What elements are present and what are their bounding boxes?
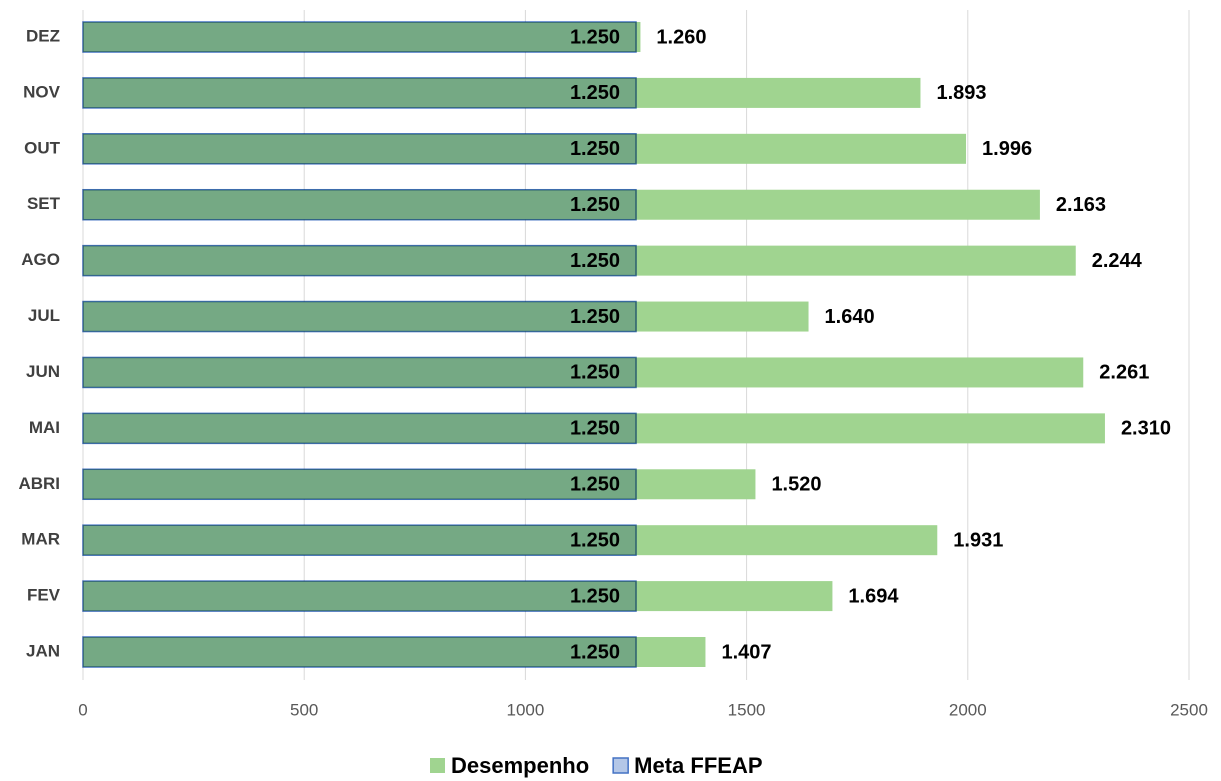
legend-swatch — [612, 757, 629, 774]
bar — [82, 468, 637, 501]
legend-label: Meta FFEAP — [634, 753, 762, 778]
data-label: 2.310 — [1121, 418, 1171, 440]
y-tick-label: DEZ — [26, 26, 60, 45]
y-tick-label: JUL — [28, 306, 60, 325]
data-label: 1.250 — [570, 138, 620, 160]
data-label: 1.250 — [570, 362, 620, 384]
data-label: 1.250 — [570, 418, 620, 440]
data-label: 2.244 — [1092, 250, 1143, 272]
data-label: 1.250 — [570, 194, 620, 216]
y-tick-label: SET — [27, 194, 61, 213]
bar — [82, 412, 637, 445]
x-tick-label: 1500 — [728, 700, 766, 719]
data-label: 2.163 — [1056, 194, 1106, 216]
data-label: 2.261 — [1099, 362, 1149, 384]
x-tick-label: 2500 — [1170, 700, 1208, 719]
data-label: 1.407 — [721, 641, 771, 663]
y-tick-label: AGO — [21, 250, 60, 269]
bar — [82, 580, 637, 612]
data-label: 1.250 — [570, 641, 620, 663]
bar — [82, 77, 637, 109]
y-tick-label: MAI — [29, 418, 60, 437]
bar — [82, 524, 637, 556]
legend-swatch — [430, 758, 445, 773]
bar — [82, 244, 637, 277]
y-tick-label: FEV — [27, 586, 61, 605]
y-tick-label: JUN — [26, 362, 60, 381]
x-tick-label: 1000 — [506, 700, 544, 719]
bar — [82, 188, 637, 221]
data-label: 1.694 — [848, 585, 899, 607]
bar — [82, 356, 637, 389]
bar — [82, 133, 637, 165]
legend-label: Desempenho — [451, 753, 589, 778]
bar — [82, 300, 637, 333]
data-label: 1.931 — [953, 529, 1003, 551]
data-label: 1.996 — [982, 138, 1032, 160]
y-tick-label: ABRI — [18, 474, 60, 493]
x-tick-label: 0 — [78, 700, 87, 719]
data-label: 1.640 — [825, 306, 875, 328]
data-label: 1.250 — [570, 306, 620, 328]
x-tick-label: 2000 — [949, 700, 987, 719]
data-label: 1.250 — [570, 585, 620, 607]
y-tick-label: JAN — [26, 641, 60, 660]
bar — [82, 636, 637, 668]
x-tick-label: 500 — [290, 700, 318, 719]
data-label: 1.520 — [771, 474, 821, 496]
data-label: 1.260 — [656, 26, 706, 48]
data-label: 1.250 — [570, 474, 620, 496]
data-label: 1.250 — [570, 250, 620, 272]
y-tick-label: OUT — [24, 138, 61, 157]
data-label: 1.250 — [570, 529, 620, 551]
y-tick-label: NOV — [23, 82, 61, 101]
data-label: 1.250 — [570, 26, 620, 48]
y-tick-label: MAR — [21, 530, 60, 549]
data-label: 1.893 — [936, 82, 986, 104]
data-label: 1.250 — [570, 82, 620, 104]
bar — [82, 21, 637, 53]
